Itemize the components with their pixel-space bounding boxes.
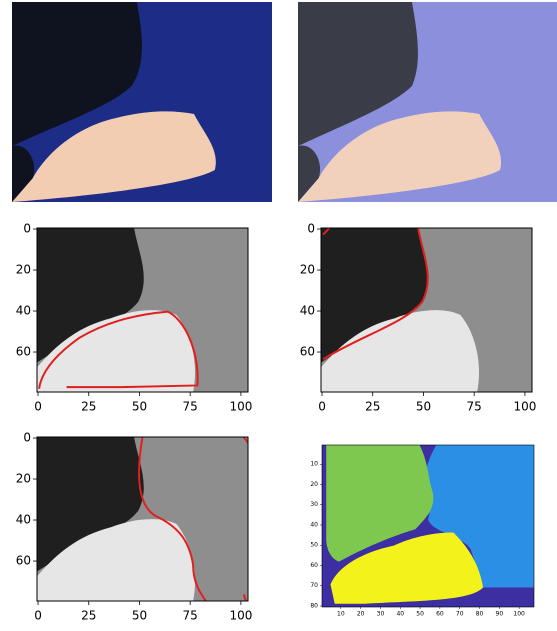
x-tick-label: 0	[34, 609, 42, 623]
y-tick-label: 0	[23, 431, 31, 445]
x-tick-label: 0	[318, 400, 326, 414]
y-tick-label: 20	[16, 472, 31, 486]
x-tick-label: 25	[81, 609, 96, 623]
x-tick-label: 60	[436, 611, 444, 618]
y-tick-label: 60	[310, 562, 318, 569]
y-tick-label: 20	[300, 263, 315, 277]
y-tick-label: 0	[23, 222, 31, 236]
y-tick-label: 60	[16, 345, 31, 359]
y-tick-label: 40	[16, 304, 31, 318]
y-tick-label: 40	[16, 513, 31, 527]
x-tick-label: 50	[416, 400, 431, 414]
x-tick-label: 70	[456, 611, 464, 618]
y-tick-label: 70	[310, 582, 318, 589]
x-tick-label: 100	[229, 609, 252, 623]
photo-smoothed	[298, 2, 557, 202]
y-tick-label: 50	[310, 542, 318, 549]
x-tick-label: 40	[396, 611, 404, 618]
gray-image	[37, 437, 248, 601]
y-tick-label: 10	[310, 461, 318, 468]
x-tick-label: 75	[183, 609, 198, 623]
y-tick-label: 80	[310, 602, 318, 609]
x-tick-label: 0	[34, 400, 42, 414]
x-tick-label: 90	[496, 611, 504, 618]
x-tick-label: 50	[416, 611, 424, 618]
y-tick-label: 20	[16, 263, 31, 277]
x-tick-label: 20	[357, 611, 365, 618]
x-tick-label: 100	[229, 400, 252, 414]
y-tick-label: 20	[310, 481, 318, 488]
x-tick-label: 75	[183, 400, 198, 414]
x-tick-label: 80	[476, 611, 484, 618]
y-tick-label: 40	[310, 521, 318, 528]
segmentation-map	[322, 445, 534, 607]
x-tick-label: 50	[132, 609, 147, 623]
photo-original	[12, 2, 272, 202]
y-tick-label: 60	[300, 345, 315, 359]
x-tick-label: 75	[467, 400, 482, 414]
y-tick-label: 60	[16, 554, 31, 568]
x-tick-label: 25	[365, 400, 380, 414]
x-tick-label: 30	[377, 611, 385, 618]
x-tick-label: 100	[513, 400, 536, 414]
gray-image	[321, 228, 532, 392]
x-tick-label: 50	[132, 400, 147, 414]
y-tick-label: 40	[300, 304, 315, 318]
y-tick-label: 0	[307, 222, 315, 236]
x-tick-label: 10	[337, 611, 345, 618]
gray-image	[37, 228, 248, 392]
figure: 0255075100020406002550751000204060025507…	[0, 0, 557, 631]
x-tick-label: 25	[81, 400, 96, 414]
x-tick-label: 100	[513, 611, 525, 618]
y-tick-label: 30	[310, 501, 318, 508]
